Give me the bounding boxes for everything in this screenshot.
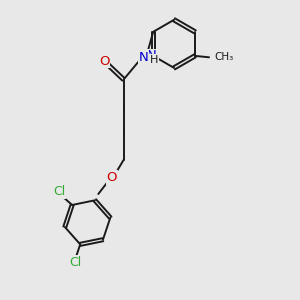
- Text: O: O: [106, 171, 117, 184]
- Text: CH₃: CH₃: [215, 52, 234, 62]
- Text: N: N: [138, 51, 148, 64]
- Text: H: H: [150, 55, 158, 64]
- Text: Cl: Cl: [69, 256, 81, 269]
- Text: O: O: [99, 55, 110, 68]
- Text: Cl: Cl: [53, 185, 65, 198]
- Text: N: N: [147, 50, 157, 62]
